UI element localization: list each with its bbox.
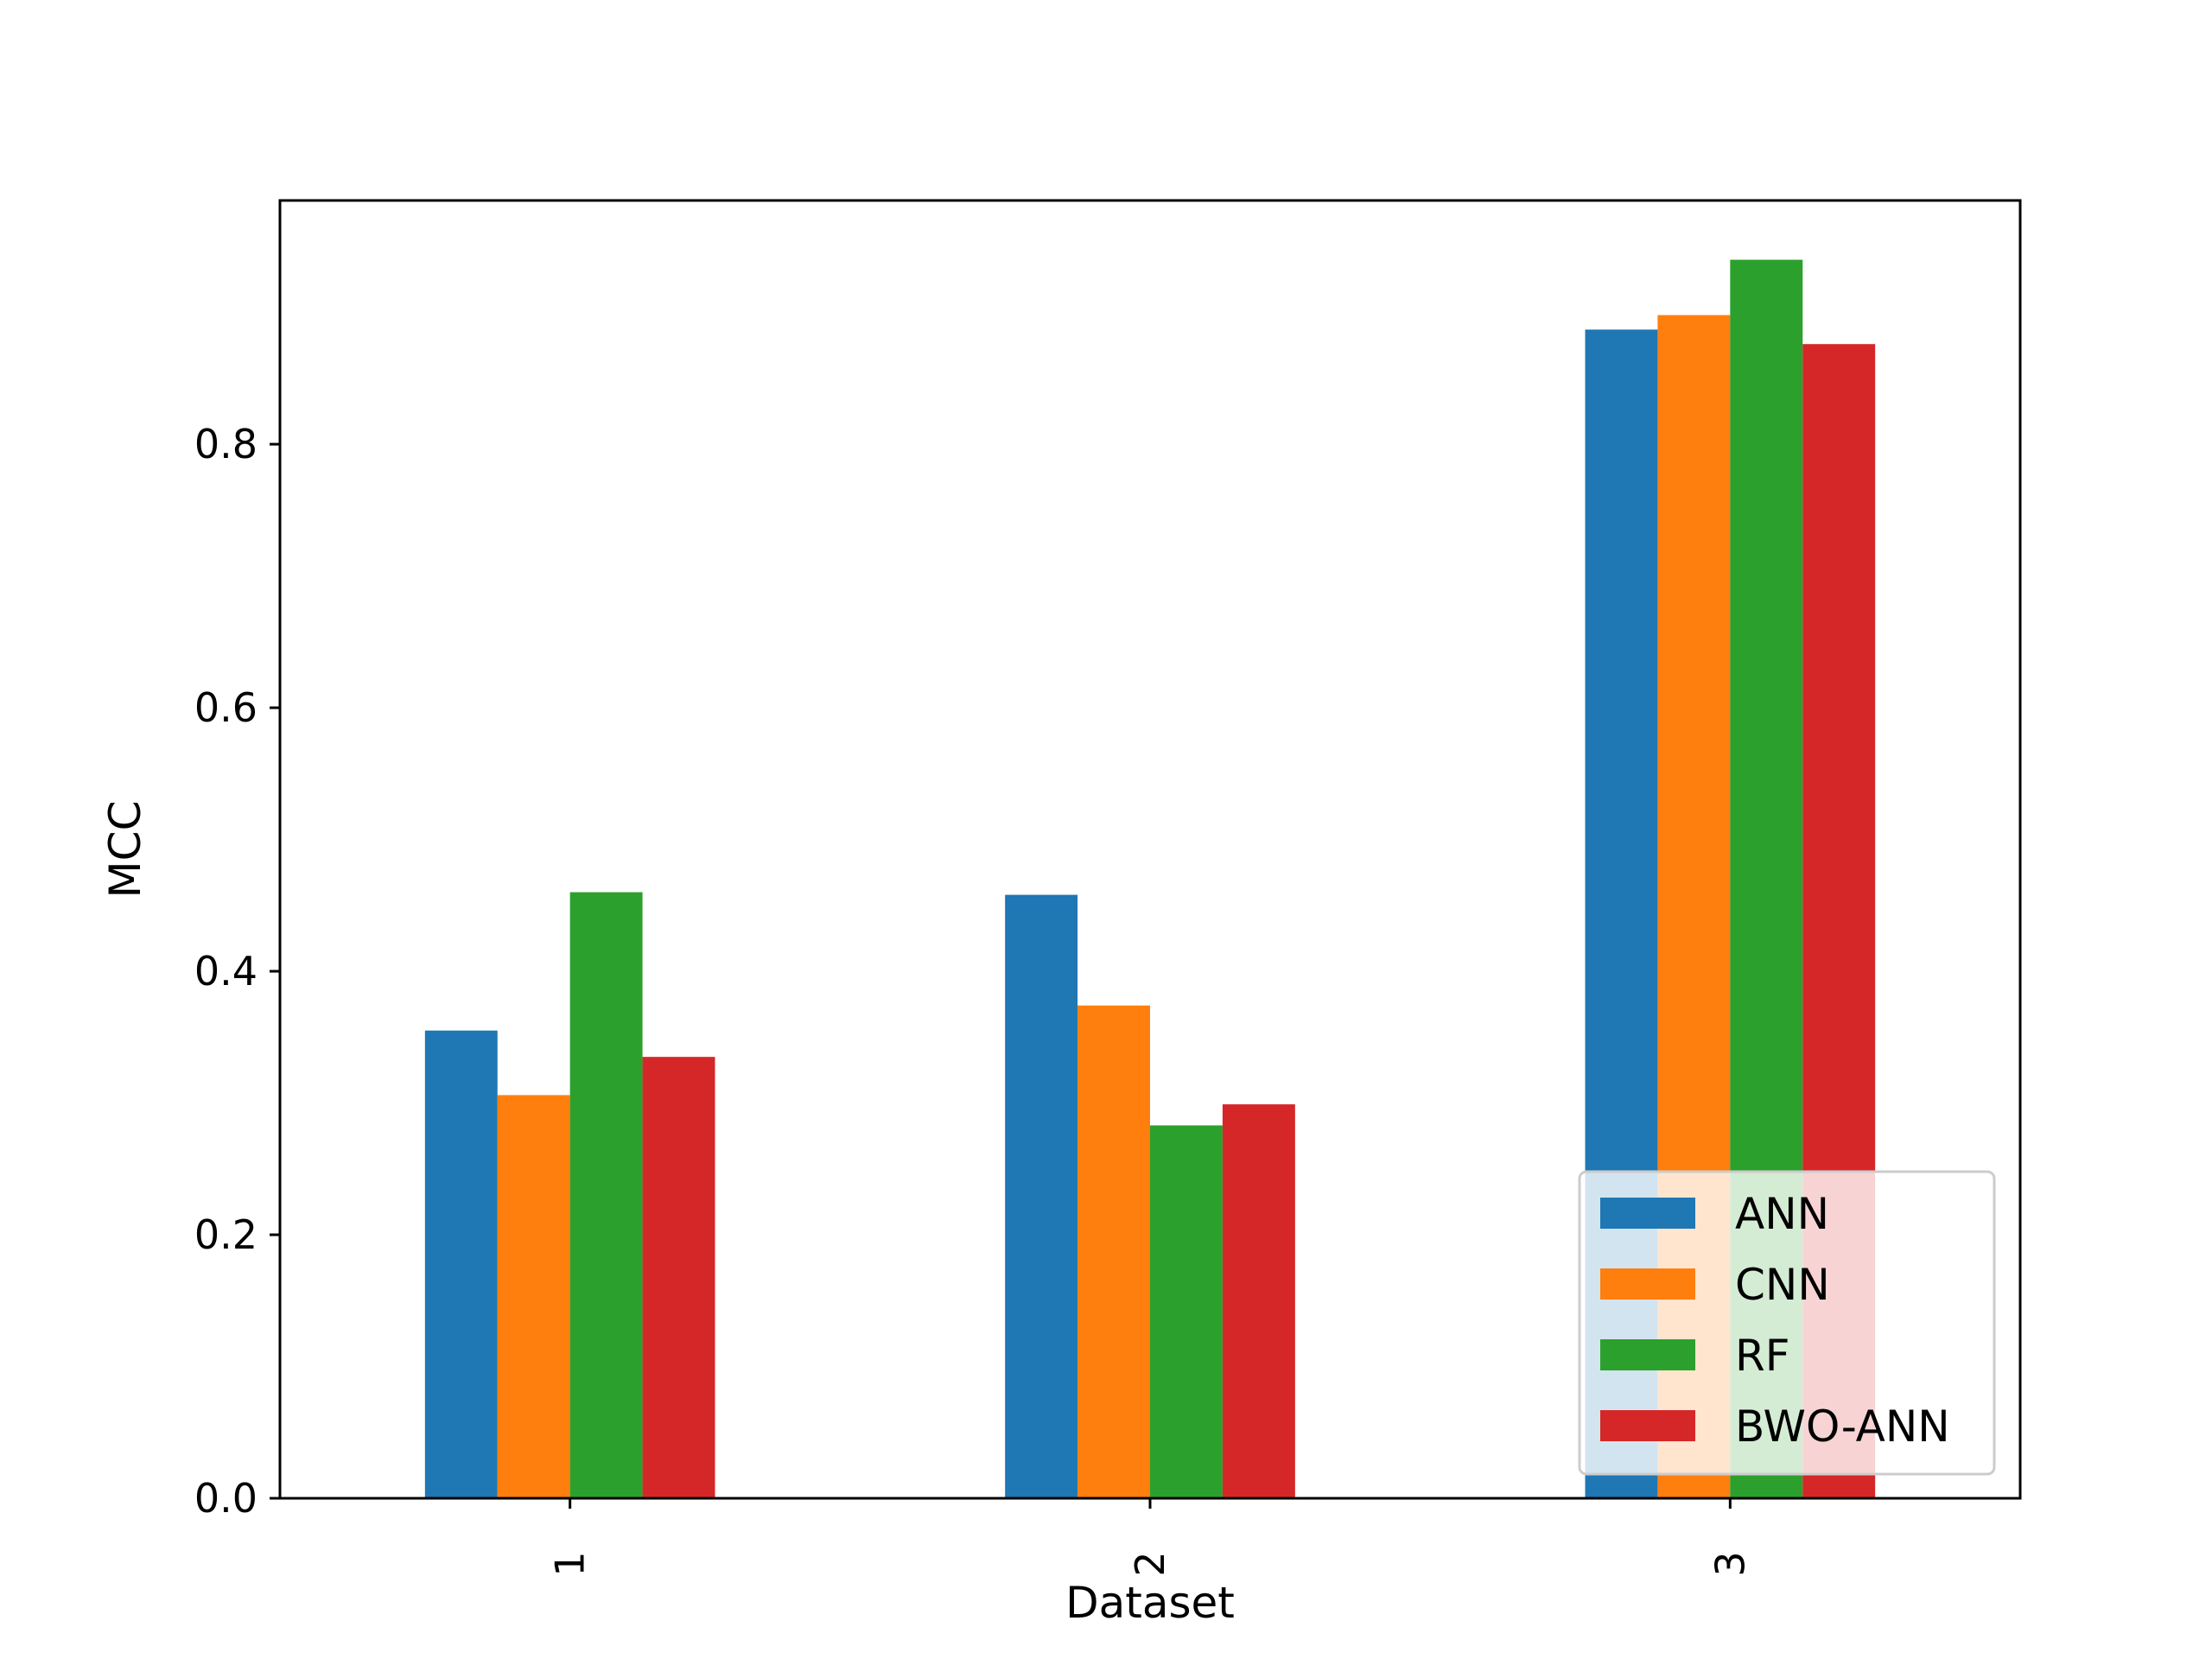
x-axis-title: Dataset <box>1065 1578 1235 1628</box>
bar-cnn-dataset-1 <box>497 1095 570 1498</box>
bar-rf-dataset-2 <box>1150 1125 1223 1498</box>
legend-label-ann: ANN <box>1735 1189 1829 1239</box>
bar-rf-dataset-1 <box>569 892 643 1498</box>
x-tick-label: 1 <box>547 1551 594 1576</box>
legend-swatch-bwo-ann <box>1600 1410 1695 1441</box>
bar-ann-dataset-1 <box>424 1030 498 1498</box>
legend-box <box>1578 1170 1996 1476</box>
plot-frame <box>278 199 2022 1500</box>
bar-ann-dataset-2 <box>1005 894 1078 1498</box>
legend: ANN CNN RF BWO-ANN <box>1578 1170 1996 1476</box>
bar-bwo-ann-dataset-2 <box>1222 1104 1295 1498</box>
legend-swatch-ann <box>1600 1198 1695 1229</box>
legend-label-cnn: CNN <box>1735 1260 1830 1310</box>
y-tick-label: 0.2 <box>194 1211 257 1258</box>
y-axis-title: MCC <box>100 801 150 899</box>
bar-bwo-ann-dataset-1 <box>642 1057 715 1498</box>
legend-label-bwo-ann: BWO-ANN <box>1735 1402 1950 1452</box>
y-axis: 0.0 0.2 0.4 0.6 0.8 <box>194 421 280 1522</box>
y-tick-label: 0.0 <box>194 1475 257 1522</box>
bar-cnn-dataset-2 <box>1077 1005 1150 1498</box>
legend-swatch-cnn <box>1600 1268 1695 1300</box>
legend-label-rf: RF <box>1735 1331 1790 1381</box>
x-axis: 1 2 3 <box>547 1498 1753 1577</box>
x-tick-label: 2 <box>1127 1551 1173 1576</box>
y-tick-label: 0.4 <box>194 948 257 995</box>
legend-swatch-rf <box>1600 1339 1695 1370</box>
y-tick-label: 0.6 <box>194 684 257 731</box>
x-tick-label: 3 <box>1707 1551 1753 1576</box>
y-tick-label: 0.8 <box>194 421 257 467</box>
